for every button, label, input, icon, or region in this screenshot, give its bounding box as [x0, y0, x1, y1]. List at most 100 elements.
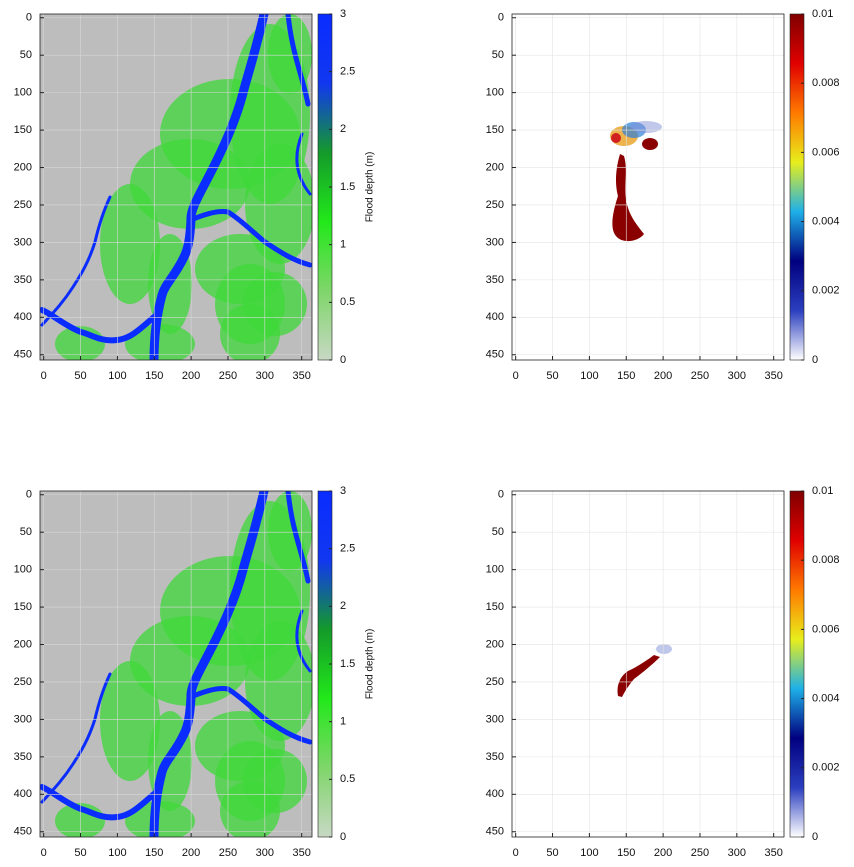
y-tick-label: 300: [14, 236, 32, 248]
tracer-plume: [612, 154, 644, 242]
x-tick-label: 250: [219, 370, 237, 382]
y-tick-label: 400: [486, 311, 504, 323]
x-tick-label: 250: [219, 847, 237, 859]
axes-frame: [511, 490, 785, 838]
river: [295, 609, 312, 673]
colorbar-tick-label: 0: [812, 831, 818, 843]
y-tick-label: 100: [14, 87, 32, 99]
x-tick-label: 300: [728, 370, 746, 382]
y-tick-label: 200: [14, 638, 32, 650]
y-tick-label: 400: [486, 788, 504, 800]
y-tick-label: 200: [486, 638, 504, 650]
x-tick-label: 50: [74, 370, 86, 382]
x-tick-label: 200: [182, 847, 200, 859]
colorbar-tick-label: 1: [340, 716, 346, 728]
x-tick-label: 100: [580, 847, 598, 859]
panel: 0 50 100 150 200 250 300 350 0 50 100 150 200 250 300 3…: [14, 8, 376, 382]
y-tick-label: 50: [492, 49, 504, 61]
flooded-area: [100, 184, 160, 304]
y-tick-label: 0: [26, 12, 32, 24]
x-tick-label: 150: [145, 847, 163, 859]
x-tick-label: 50: [546, 370, 558, 382]
colorbar-tick-label: 1: [340, 239, 346, 251]
y-tick-label: 350: [14, 274, 32, 286]
flooded-area: [125, 801, 195, 837]
colorbar-tick-label: 2: [340, 123, 346, 135]
y-tick-label: 100: [486, 87, 504, 99]
river: [40, 672, 112, 804]
y-tick-label: 300: [486, 236, 504, 248]
y-tick-label: 50: [20, 49, 32, 61]
x-tick-label: 350: [293, 370, 311, 382]
colorbar-tick-label: 0.008: [812, 554, 840, 566]
x-tick-label: 0: [41, 847, 47, 859]
colorbar-tick-label: 3: [340, 8, 346, 20]
river: [285, 14, 311, 107]
y-tick-label: 250: [14, 199, 32, 211]
x-tick-label: 100: [108, 370, 126, 382]
axes-frame: [39, 13, 313, 361]
colorbar-tick-label: 0.004: [812, 693, 840, 705]
y-tick-label: 400: [14, 788, 32, 800]
y-tick-label: 250: [14, 676, 32, 688]
x-tick-label: 300: [256, 847, 274, 859]
colorbar-tick-label: 0: [340, 831, 346, 843]
x-tick-label: 350: [293, 847, 311, 859]
x-tick-label: 350: [765, 370, 783, 382]
x-tick-label: 0: [41, 370, 47, 382]
x-tick-label: 50: [74, 847, 86, 859]
x-tick-label: 150: [617, 847, 635, 859]
x-tick-label: 250: [691, 370, 709, 382]
colorbar-tick-label: 0.006: [812, 623, 840, 635]
y-tick-label: 300: [14, 713, 32, 725]
x-tick-label: 150: [617, 370, 635, 382]
colorbar-tick-label: 0.01: [812, 8, 833, 20]
y-tick-label: 0: [26, 489, 32, 501]
y-tick-label: 50: [20, 526, 32, 538]
colorbar-tick-label: 2.5: [340, 66, 355, 78]
axes-frame: [39, 490, 313, 838]
y-tick-label: 150: [14, 124, 32, 136]
heatmap: [617, 644, 672, 697]
y-tick-label: 450: [14, 826, 32, 838]
y-tick-label: 50: [492, 526, 504, 538]
flooded-area: [245, 144, 312, 264]
colorbar-label: Flood depth (m): [365, 152, 376, 223]
x-tick-label: 300: [256, 370, 274, 382]
y-tick-label: 200: [486, 161, 504, 173]
tracer-plume: [611, 133, 621, 143]
y-tick-label: 150: [486, 601, 504, 613]
tracer-plume: [642, 138, 658, 150]
x-tick-label: 0: [513, 370, 519, 382]
y-tick-label: 350: [486, 751, 504, 763]
y-tick-label: 400: [14, 311, 32, 323]
x-tick-label: 350: [765, 847, 783, 859]
colorbar-tick-label: 0.008: [812, 77, 840, 89]
colorbar: [789, 490, 805, 838]
y-tick-label: 300: [486, 713, 504, 725]
colorbar-tick-label: 0.5: [340, 296, 355, 308]
plot-area: [512, 14, 784, 360]
river: [285, 491, 311, 584]
x-tick-label: 0: [513, 847, 519, 859]
x-tick-label: 200: [654, 370, 672, 382]
y-tick-label: 350: [14, 751, 32, 763]
river: [188, 209, 312, 268]
flooded-area: [100, 661, 160, 781]
y-tick-label: 0: [498, 12, 504, 24]
panel: 0 50 100 150 200 250 300 350 0 50 100 150 200 250 300 3…: [486, 8, 840, 382]
x-tick-label: 100: [580, 370, 598, 382]
x-tick-label: 100: [108, 847, 126, 859]
river: [295, 132, 312, 196]
colorbar: [789, 13, 805, 361]
colorbar-tick-label: 0.006: [812, 146, 840, 158]
x-tick-label: 300: [728, 847, 746, 859]
y-tick-label: 250: [486, 676, 504, 688]
y-tick-label: 450: [486, 349, 504, 361]
river: [40, 195, 112, 327]
y-tick-label: 100: [14, 564, 32, 576]
y-tick-label: 0: [498, 489, 504, 501]
colorbar-tick-label: 0: [812, 354, 818, 366]
colorbar-tick-label: 2: [340, 600, 346, 612]
river: [188, 686, 312, 745]
